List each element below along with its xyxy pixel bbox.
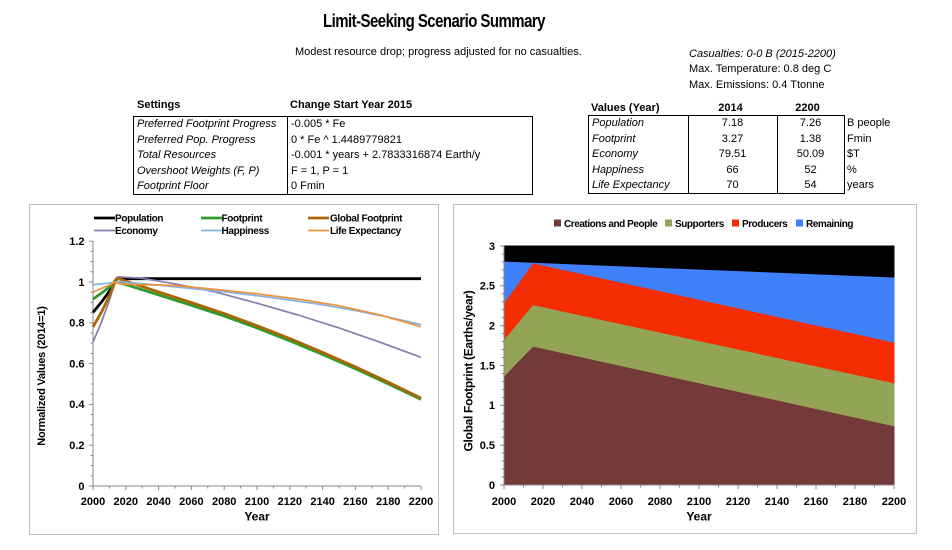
svg-text:2: 2 [489,321,495,333]
svg-text:2100: 2100 [245,496,269,508]
svg-text:Supporters: Supporters [675,219,725,230]
svg-text:0.4: 0.4 [69,399,85,411]
svg-text:2000: 2000 [492,496,516,508]
svg-text:2020: 2020 [114,496,138,508]
svg-text:Global Footprint (Earths/year): Global Footprint (Earths/year) [462,290,476,451]
svg-text:2080: 2080 [212,496,236,508]
svg-text:Producers: Producers [742,219,788,230]
svg-text:Economy: Economy [115,226,158,237]
svg-text:Life Expectancy: Life Expectancy [330,226,402,237]
svg-text:Happiness: Happiness [222,226,270,237]
svg-text:Normalized Values (2014=1): Normalized Values (2014=1) [36,306,48,446]
svg-text:Remaining: Remaining [806,219,853,230]
svg-text:0.5: 0.5 [480,440,495,452]
svg-text:3: 3 [489,241,495,253]
svg-text:2040: 2040 [146,496,170,508]
svg-text:1.2: 1.2 [69,236,84,248]
svg-text:2140: 2140 [765,496,789,508]
svg-text:2160: 2160 [804,496,828,508]
svg-text:0.6: 0.6 [69,358,84,370]
svg-text:2060: 2060 [609,496,633,508]
svg-text:2200: 2200 [882,496,906,508]
svg-text:2040: 2040 [570,496,594,508]
svg-text:Global Footprint: Global Footprint [330,214,403,225]
svg-text:0: 0 [78,481,84,493]
svg-text:Population: Population [115,214,163,225]
svg-text:2060: 2060 [179,496,203,508]
svg-text:2120: 2120 [726,496,750,508]
svg-text:0.8: 0.8 [69,318,84,330]
svg-text:0: 0 [489,480,495,492]
svg-text:1.5: 1.5 [480,360,495,372]
svg-text:2080: 2080 [648,496,672,508]
svg-text:0.2: 0.2 [69,440,84,452]
svg-text:1: 1 [78,277,84,289]
svg-text:Year: Year [244,510,270,524]
svg-text:2180: 2180 [376,496,400,508]
svg-text:Year: Year [686,510,712,524]
svg-text:2140: 2140 [310,496,334,508]
svg-text:2.5: 2.5 [480,281,495,293]
svg-text:2100: 2100 [687,496,711,508]
svg-text:2160: 2160 [343,496,367,508]
svg-text:2120: 2120 [278,496,302,508]
svg-text:Footprint: Footprint [222,214,264,225]
svg-text:2020: 2020 [531,496,555,508]
svg-text:1: 1 [489,400,495,412]
svg-text:Creations and People: Creations and People [564,219,658,230]
svg-text:2000: 2000 [81,496,105,508]
svg-text:2180: 2180 [843,496,867,508]
svg-text:2200: 2200 [409,496,433,508]
